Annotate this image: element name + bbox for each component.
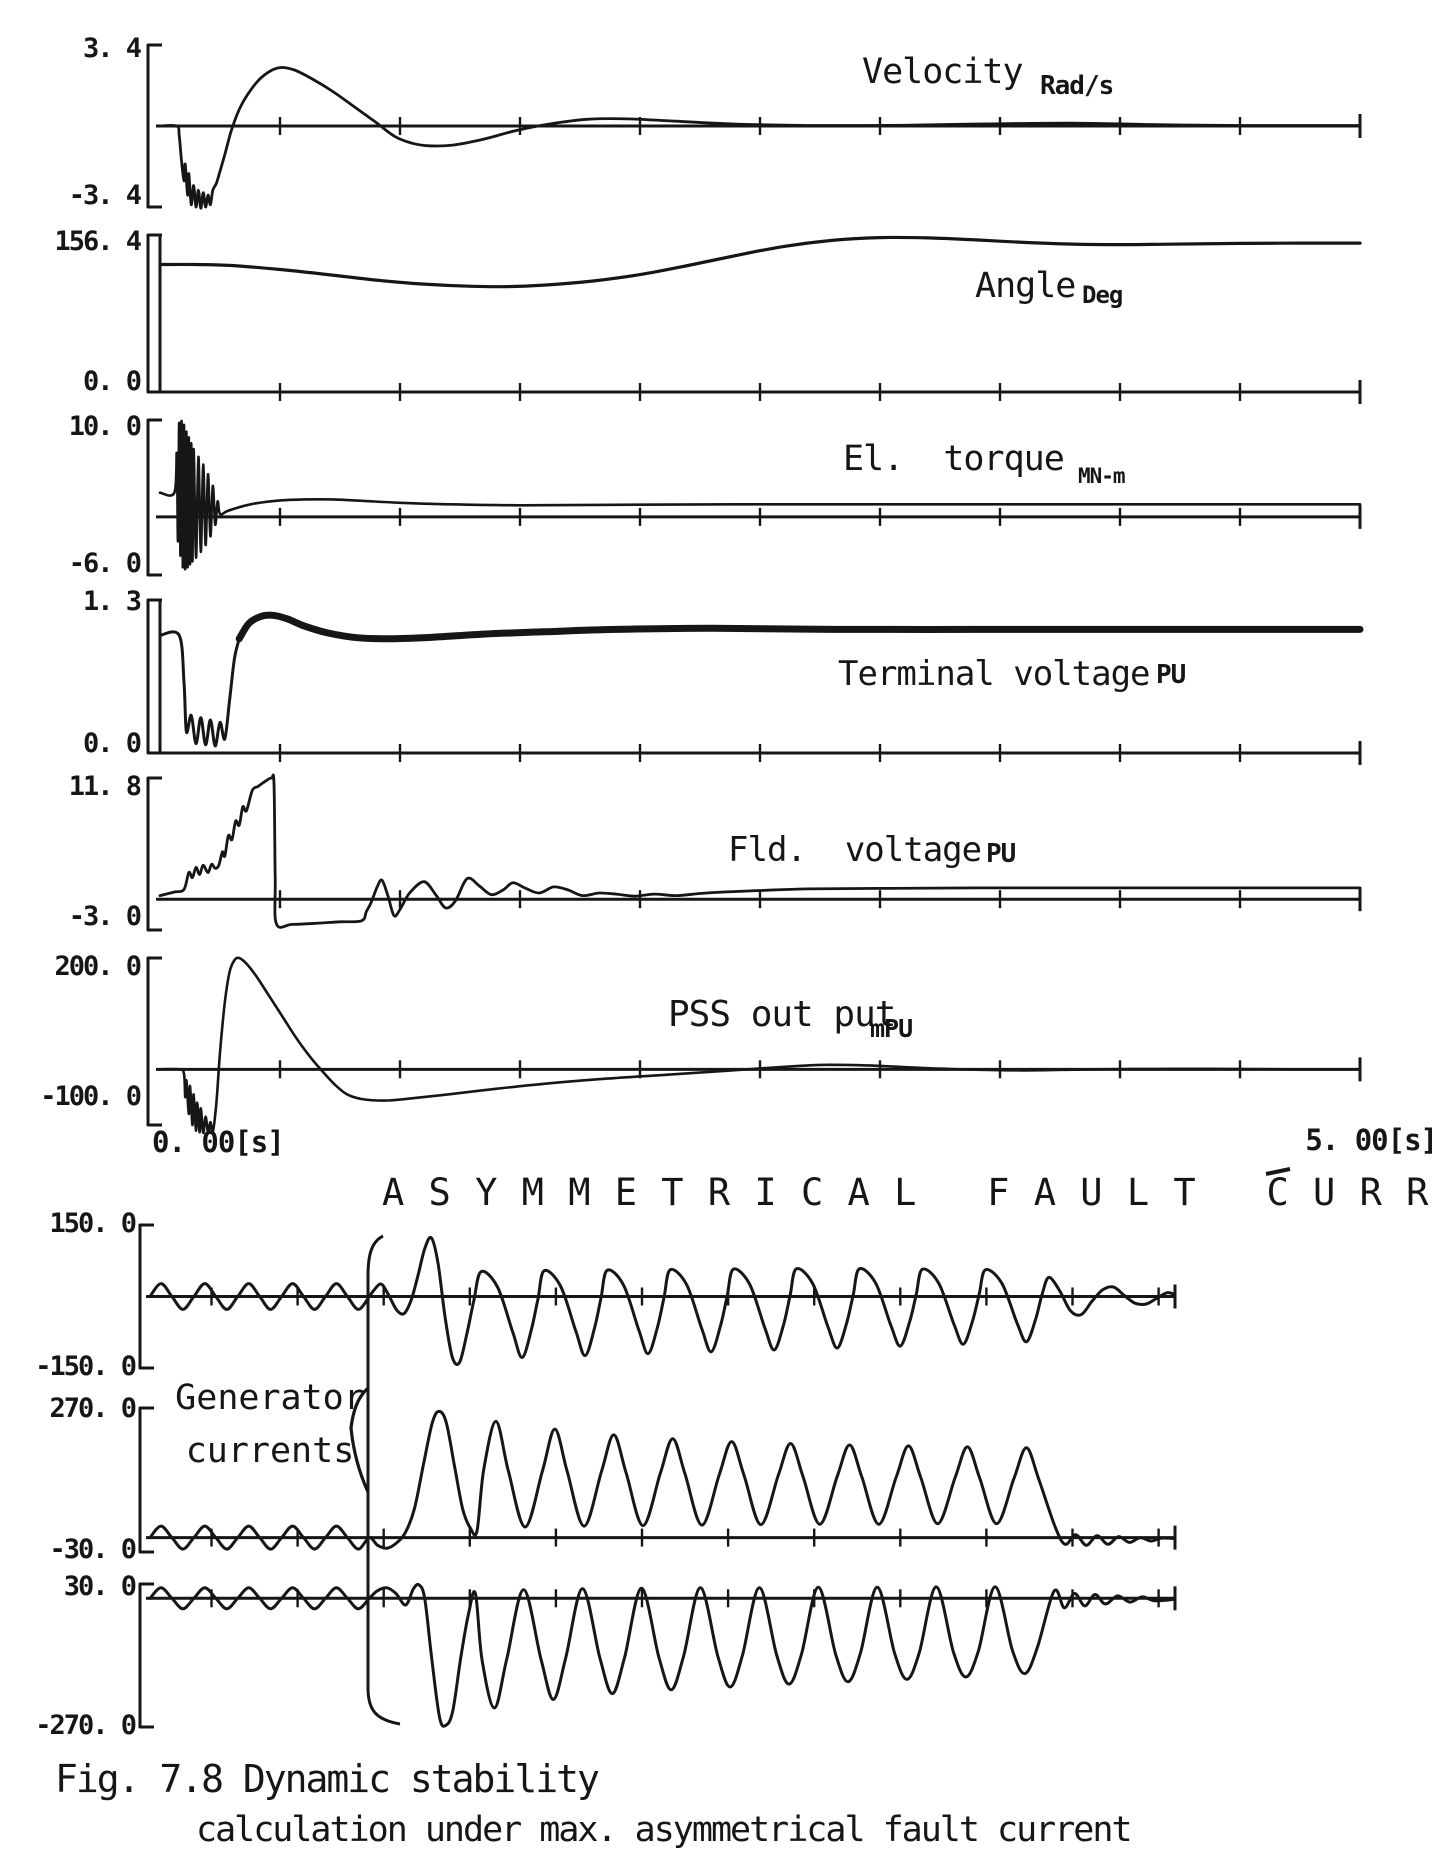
fld-voltage-plot (146, 773, 1362, 932)
fault-current-b-trace-0 (148, 1409, 1177, 1551)
generator-currents-label-line2: currents (185, 1431, 355, 1471)
terminal-voltage-ymax-label: 1. 3 (82, 586, 142, 618)
terminal-voltage-plot (146, 598, 1364, 765)
angle-ymax-label: 156. 4 (54, 226, 142, 258)
fld-voltage-name-label: Fld. voltage (728, 829, 982, 870)
fault-current-c-ymax-label: 30. 0 (63, 1571, 137, 1603)
scan-artifact-mark (1265, 1167, 1291, 1176)
angle-unit-label: Deg (1082, 280, 1123, 309)
pss-output-plot (146, 956, 1362, 1135)
pss-output-ymin-label: -100. 0 (40, 1081, 142, 1113)
fault-annotations (349, 1167, 1291, 1726)
fault-current-c-ymin-label: -270. 0 (35, 1710, 137, 1742)
velocity-unit-label: Rad/s (1040, 71, 1114, 102)
angle-bracket (146, 233, 162, 394)
el-torque-name-label: El. torque (843, 439, 1065, 479)
el-torque-bracket (146, 418, 162, 577)
terminal-voltage-ymin-label: 0. 0 (82, 728, 142, 760)
angle-trace-0 (158, 235, 1362, 289)
fault-current-a-ymin-label: -150. 0 (35, 1351, 137, 1383)
el-torque-ymin-label: -6. 0 (68, 548, 142, 580)
terminal-voltage-trace-0 (158, 630, 241, 748)
pss-output-trace-0 (158, 956, 1362, 1135)
fault-current-b-ymax-label: 270. 0 (49, 1393, 137, 1425)
velocity-bracket (146, 43, 162, 209)
fld-voltage-unit-label: PU (986, 839, 1016, 870)
fault-current-b-plot (138, 1406, 1177, 1554)
el-torque-trace-0 (158, 419, 1362, 571)
x-axis-start-label: 0. 00[s] (152, 1125, 285, 1159)
fault-current-b-ymin-label: -30. 0 (49, 1534, 137, 1566)
terminal-voltage-bracket (146, 598, 162, 755)
fault-current-c-bracket (138, 1582, 154, 1729)
fault-current-c-trace-0 (148, 1582, 1177, 1728)
el-torque-plot (146, 418, 1362, 577)
fault-current-b-bracket (138, 1406, 154, 1554)
figure-caption-line2: calculation under max. asymmetrical faul… (196, 1810, 1133, 1850)
fault-current-a-plot (138, 1223, 1177, 1370)
terminal-voltage-unit-label: PU (1156, 660, 1186, 691)
fld-voltage-ymin-label: -3. 0 (68, 901, 142, 933)
figure-caption-line1: Fig. 7.8 Dynamic stability (55, 1757, 600, 1801)
plots-layer (138, 43, 1364, 1729)
fault-current-a-bracket (138, 1223, 154, 1370)
angle-ymin-label: 0. 0 (82, 366, 142, 398)
pss-output-unit-label: mPU (870, 1014, 913, 1043)
pss-output-bracket (146, 956, 162, 1127)
figure-title: A S Y M M E T R I C A L F A U L T C U R … (382, 1171, 1430, 1214)
pss-output-ymax-label: 200. 0 (54, 951, 142, 983)
x-axis-end-label: 5. 00[s] (1305, 1123, 1438, 1157)
fault-current-a-ymax-label: 150. 0 (49, 1208, 137, 1240)
el-torque-unit-label: MN-m (1078, 464, 1126, 489)
generator-currents-label-line1: Generator (175, 1378, 365, 1418)
fld-voltage-bracket (146, 776, 162, 932)
velocity-ymin-label: -3. 4 (68, 180, 142, 212)
velocity-ymax-label: 3. 4 (82, 33, 142, 65)
fault-current-c-plot (138, 1582, 1177, 1729)
fld-voltage-ymax-label: 11. 8 (68, 771, 142, 803)
generator-currents-brace (349, 1386, 370, 1493)
fault-inception-line (366, 1234, 401, 1726)
fld-voltage-trace-0 (158, 773, 1362, 929)
terminal-voltage-trace-1 (235, 611, 1364, 643)
angle-name-label: Angle (975, 266, 1076, 306)
velocity-plot (146, 43, 1362, 210)
fault-current-a-trace-0 (148, 1235, 1177, 1366)
terminal-voltage-name-label: Terminal voltage (838, 653, 1151, 694)
velocity-name-label: Velocity (862, 52, 1024, 92)
pss-output-name-label: PSS out put (668, 994, 896, 1036)
el-torque-ymax-label: 10. 0 (68, 411, 142, 443)
angle-plot (146, 233, 1362, 404)
velocity-trace-0 (158, 66, 1362, 210)
